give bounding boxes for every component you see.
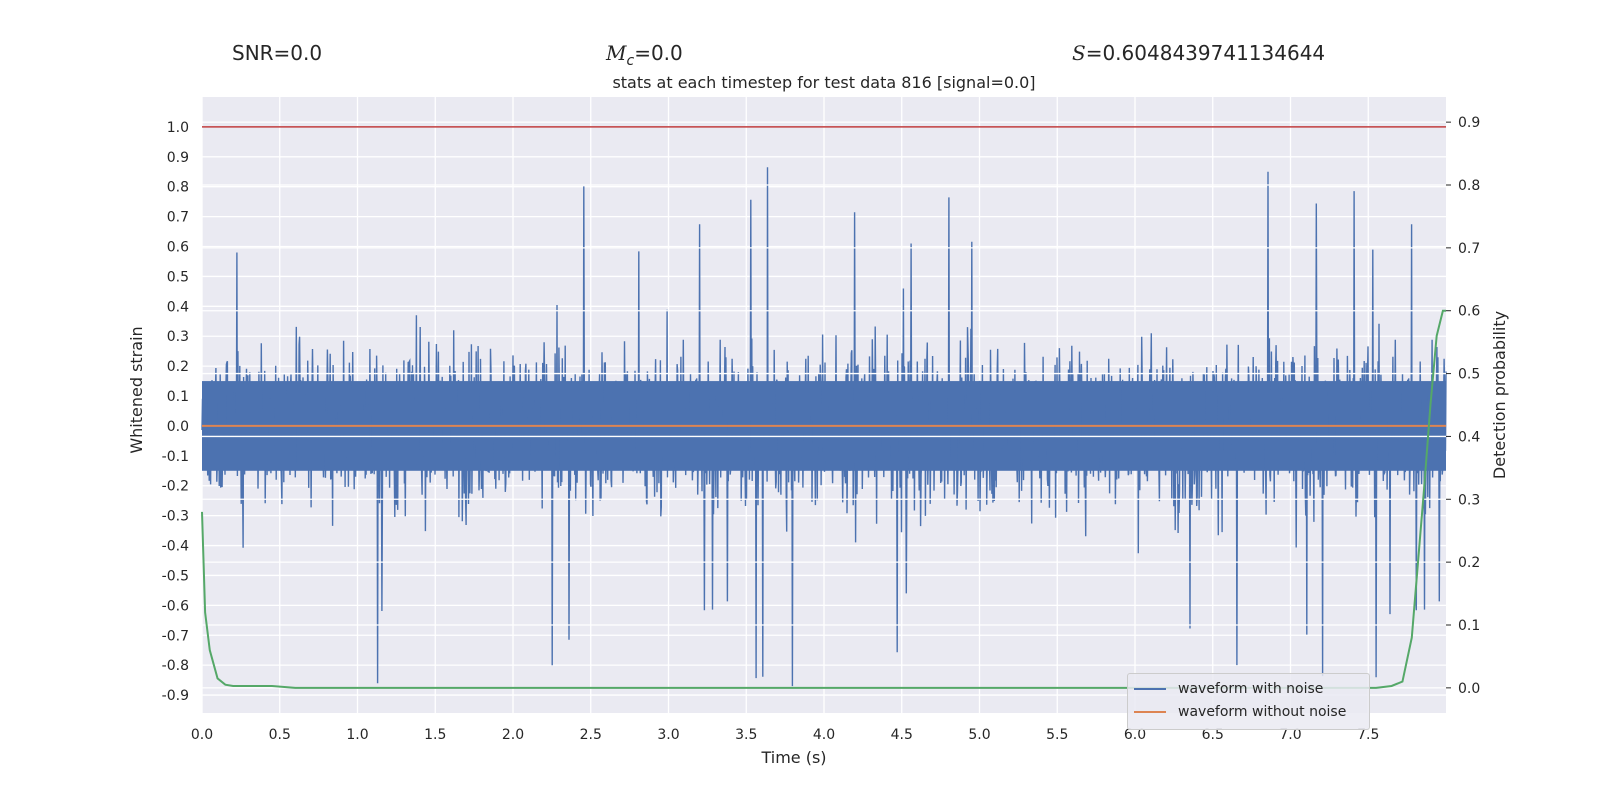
y-tick-label: -0.4 [162, 539, 189, 555]
x-tick-label: 1.0 [346, 727, 368, 743]
snr-label: SNR=0.0 [232, 41, 323, 65]
y-tick-label: 0.8 [167, 180, 189, 196]
chirp-mass-symbol: M [606, 41, 627, 65]
x-tick-label: 0.5 [269, 727, 291, 743]
y2-tick-label: 0.5 [1458, 367, 1480, 383]
y-tick-label: 0.0 [167, 419, 189, 435]
y-tick-label: 0.5 [167, 269, 189, 285]
y-tick-label: 0.4 [167, 299, 189, 315]
y-tick-label: 0.3 [167, 329, 189, 345]
legend-item-clean: waveform without noise [1134, 702, 1346, 722]
y-tick-label: 0.2 [167, 359, 189, 375]
x-tick-label: 6.5 [1202, 727, 1224, 743]
series-waveform-with-noise [201, 167, 1447, 687]
y-tick-label: -0.7 [162, 628, 189, 644]
x-tick-label: 3.0 [657, 727, 679, 743]
y2-tick-label: 0.0 [1458, 681, 1480, 697]
y-tick-label: -0.1 [162, 449, 189, 465]
y2-tick-label: 0.9 [1458, 115, 1480, 131]
y2-tick-label: 0.7 [1458, 241, 1480, 257]
x-tick-label: 1.5 [424, 727, 446, 743]
y-tick-label: -0.5 [162, 568, 189, 584]
legend-swatch-clean [1134, 711, 1166, 713]
y2-tick-label: 0.8 [1458, 178, 1480, 194]
y-axis-label: Whitened strain [127, 326, 146, 453]
x-tick-label: 2.5 [580, 727, 602, 743]
x-tick-label: 4.5 [891, 727, 913, 743]
y2-axis-label: Detection probability [1490, 311, 1509, 479]
legend-item-noise: waveform with noise [1134, 679, 1323, 699]
y2-tick-label: 0.2 [1458, 555, 1480, 571]
x-tick-label: 5.5 [1046, 727, 1068, 743]
y-tick-label: -0.3 [162, 509, 189, 525]
y2-tick-label: 0.1 [1458, 618, 1480, 634]
y-tick-label: 0.6 [167, 240, 189, 256]
y2-tick-label: 0.6 [1458, 304, 1480, 320]
y2-tick-label: 0.4 [1458, 429, 1480, 445]
y-tick-label: 1.0 [167, 120, 189, 136]
legend-swatch-noise [1134, 688, 1166, 690]
series-layer [201, 121, 1447, 689]
y-tick-label: -0.9 [162, 688, 189, 704]
x-tick-label: 7.5 [1357, 727, 1379, 743]
y-tick-label: -0.8 [162, 658, 189, 674]
x-tick-label: 5.0 [968, 727, 990, 743]
chirp-mass-subscript: c [626, 53, 635, 69]
legend-label-clean: waveform without noise [1178, 704, 1347, 720]
y-tick-label: 0.1 [167, 389, 189, 405]
y2-tick-label: 0.3 [1458, 492, 1480, 508]
x-axis-label: Time (s) [760, 748, 826, 767]
x-tick-label: 4.0 [813, 727, 835, 743]
x-tick-label: 3.5 [735, 727, 757, 743]
x-tick-label: 6.0 [1124, 727, 1146, 743]
x-tick-label: 0.0 [191, 727, 213, 743]
y-tick-label: 0.7 [167, 210, 189, 226]
y-tick-label: -0.2 [162, 479, 189, 495]
s-stat-label: S=0.6048439741134644 [1072, 41, 1325, 65]
chirp-mass-label: Mc=0.0 [606, 41, 683, 69]
y-tick-label: 0.9 [167, 150, 189, 166]
x-tick-label: 2.0 [502, 727, 524, 743]
legend: waveform with noise waveform without noi… [1127, 673, 1370, 730]
legend-label-noise: waveform with noise [1178, 681, 1324, 697]
s-stat-value: =0.6048439741134644 [1085, 41, 1326, 65]
chirp-mass-value: =0.0 [634, 41, 683, 65]
axes: 0.0 0.5 1.0 1.5 2.0 2.5 3.0 3.5 4.0 4.5 5.0 5.5 6.0 6… [162, 115, 1481, 743]
chart-title: stats at each timestep for test data 816… [612, 73, 1035, 92]
s-stat-symbol: S [1072, 41, 1086, 65]
x-tick-label: 7.0 [1279, 727, 1301, 743]
series-detection-probability [201, 309, 1446, 689]
y-tick-label: -0.6 [162, 598, 189, 614]
